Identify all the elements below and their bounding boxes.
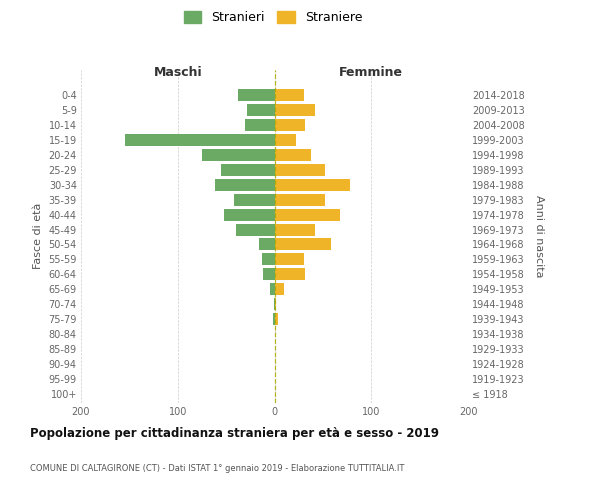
Bar bbox=[275, 224, 315, 235]
Bar bbox=[275, 284, 284, 296]
Text: Femmine: Femmine bbox=[339, 66, 403, 79]
Y-axis label: Anni di nascita: Anni di nascita bbox=[535, 195, 544, 278]
Y-axis label: Fasce di età: Fasce di età bbox=[33, 203, 43, 270]
Bar bbox=[247, 104, 275, 116]
Legend: Stranieri, Straniere: Stranieri, Straniere bbox=[181, 8, 365, 26]
Bar bbox=[262, 254, 275, 266]
Bar bbox=[275, 178, 350, 190]
Bar bbox=[125, 134, 275, 145]
Bar bbox=[263, 268, 275, 280]
Bar bbox=[275, 254, 304, 266]
Bar bbox=[238, 88, 275, 101]
Bar bbox=[221, 164, 275, 175]
Bar bbox=[202, 148, 275, 160]
Bar bbox=[275, 134, 296, 145]
Bar bbox=[275, 148, 311, 160]
Bar bbox=[215, 178, 275, 190]
Bar bbox=[274, 298, 275, 310]
Bar bbox=[275, 268, 305, 280]
Bar bbox=[275, 194, 325, 205]
Bar bbox=[275, 118, 305, 130]
Bar bbox=[275, 164, 325, 175]
Bar bbox=[275, 298, 277, 310]
Bar bbox=[275, 238, 331, 250]
Text: Popolazione per cittadinanza straniera per età e sesso - 2019: Popolazione per cittadinanza straniera p… bbox=[30, 428, 439, 440]
Bar bbox=[259, 238, 275, 250]
Bar bbox=[224, 208, 275, 220]
Bar bbox=[275, 104, 315, 116]
Bar bbox=[275, 314, 278, 326]
Bar bbox=[269, 284, 275, 296]
Text: COMUNE DI CALTAGIRONE (CT) - Dati ISTAT 1° gennaio 2019 - Elaborazione TUTTITALI: COMUNE DI CALTAGIRONE (CT) - Dati ISTAT … bbox=[30, 464, 404, 473]
Bar bbox=[275, 88, 304, 101]
Bar bbox=[275, 208, 340, 220]
Bar bbox=[245, 118, 275, 130]
Bar bbox=[272, 314, 275, 326]
Bar bbox=[234, 194, 275, 205]
Text: Maschi: Maschi bbox=[154, 66, 202, 79]
Bar bbox=[236, 224, 275, 235]
